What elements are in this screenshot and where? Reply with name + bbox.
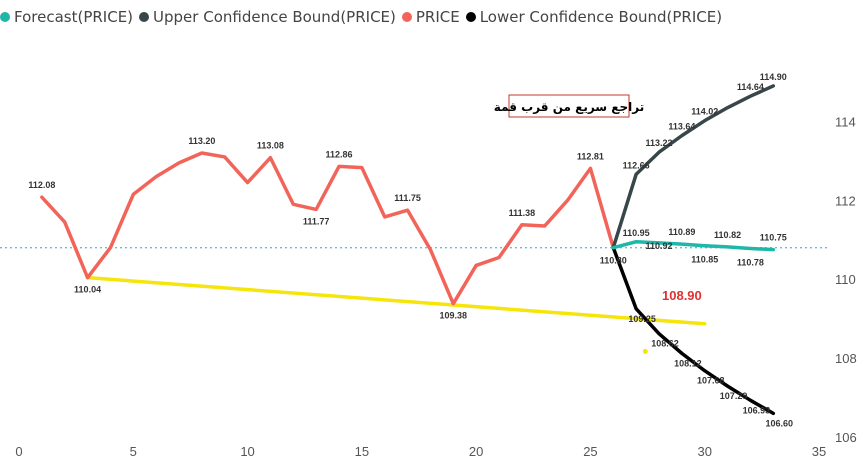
y-tick-label: 112 — [835, 193, 856, 208]
x-tick-label: 0 — [15, 444, 22, 459]
data-label: 113.08 — [257, 141, 284, 151]
yellow-marker — [642, 348, 648, 354]
y-axis-ticks: 106 108 110 112 114 — [835, 114, 857, 445]
trendline-group — [85, 275, 707, 354]
legend-dot-icon — [139, 12, 150, 22]
annotation-text: تراجع سريع من قرب قمة — [494, 100, 644, 114]
x-tick-label: 25 — [583, 444, 597, 459]
y-tick-label: 114 — [835, 114, 856, 129]
data-label: 110.92 — [645, 241, 672, 251]
legend-label: Lower Confidence Bound(PRICE) — [479, 8, 723, 26]
data-label: 113.22 — [645, 138, 672, 148]
data-label: 109.25 — [628, 314, 656, 324]
trendline-value-label: 108.90 — [662, 288, 702, 303]
data-label: 107.68 — [697, 376, 725, 386]
data-label: 110.89 — [668, 227, 695, 237]
data-label: 111.75 — [394, 193, 421, 203]
data-label: 111.77 — [303, 216, 330, 226]
data-label: 112.86 — [325, 149, 352, 159]
x-tick-label: 35 — [812, 444, 826, 459]
forecast-price-line — [611, 240, 776, 252]
legend-dot-icon — [465, 12, 476, 22]
legend-dot-icon — [0, 12, 10, 22]
data-label: 110.85 — [691, 255, 718, 265]
series-lines-group — [40, 84, 776, 416]
data-label: 114.64 — [737, 82, 764, 92]
price-line — [40, 151, 616, 306]
data-label: 110.78 — [737, 257, 764, 267]
x-tick-label: 15 — [355, 444, 369, 459]
legend-label: PRICE — [415, 8, 460, 26]
upper-confidence-bound-price-line — [611, 84, 776, 250]
legend-label: Forecast(PRICE) — [14, 8, 134, 26]
x-axis-ticks: 0 5 10 15 20 25 30 35 — [15, 444, 826, 459]
data-label: 112.66 — [623, 160, 650, 170]
data-label: 111.38 — [509, 208, 536, 218]
trendline — [85, 275, 707, 326]
data-label: 114.02 — [691, 107, 718, 117]
legend-item[interactable]: Lower Confidence Bound(PRICE) — [465, 8, 723, 26]
data-labels-group: 112.08 110.04 113.20 113.08 111.77 112.86 111.… — [28, 72, 793, 428]
y-tick-label: 106 — [835, 430, 857, 445]
data-label: 108.62 — [651, 339, 679, 349]
x-tick-label: 10 — [240, 444, 254, 459]
legend-item[interactable]: PRICE — [401, 8, 460, 26]
x-tick-label: 30 — [697, 444, 711, 459]
data-label: 110.04 — [74, 285, 101, 295]
data-label: 113.64 — [668, 122, 695, 132]
data-label: 109.38 — [440, 311, 468, 321]
legend-item[interactable]: Forecast(PRICE) — [0, 8, 133, 26]
data-label: 112.81 — [577, 151, 604, 161]
data-label: 112.08 — [28, 180, 55, 190]
data-label: 110.80 — [600, 256, 627, 266]
data-label: 114.90 — [760, 72, 787, 82]
data-label: 108.12 — [674, 358, 702, 368]
annotation-box — [508, 94, 630, 118]
legend-dot-icon — [401, 12, 412, 22]
data-label: 110.82 — [714, 230, 741, 240]
lower-confidence-bound-price-line — [611, 245, 776, 416]
data-label: 110.75 — [760, 233, 787, 243]
data-label: 107.29 — [720, 391, 748, 401]
data-label: 106.93 — [743, 405, 771, 415]
data-label: 113.20 — [188, 136, 215, 146]
legend-item[interactable]: Upper Confidence Bound(PRICE) — [139, 8, 396, 26]
chart-legend: Forecast(PRICE) Upper Confidence Bound(PR… — [0, 6, 728, 28]
x-tick-label: 20 — [469, 444, 483, 459]
annotation-group: تراجع سريع من قرب قمة — [494, 94, 644, 118]
y-tick-label: 110 — [835, 272, 856, 287]
y-tick-label: 108 — [835, 351, 857, 366]
data-label: 106.60 — [766, 418, 794, 428]
x-tick-label: 5 — [130, 444, 137, 459]
data-label: 110.95 — [623, 228, 650, 238]
legend-label: Upper Confidence Bound(PRICE) — [153, 8, 396, 26]
